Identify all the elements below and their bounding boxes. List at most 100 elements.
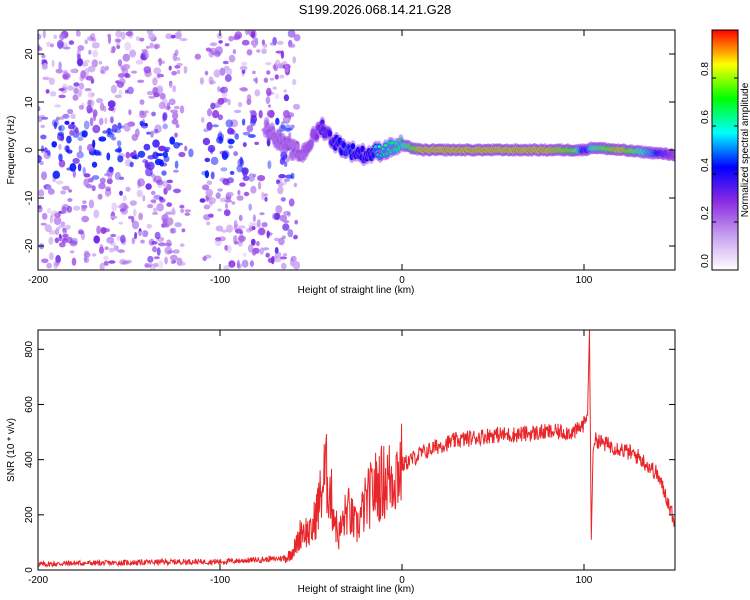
spectrogram-ytick-label: -10 (24, 190, 35, 205)
speckle-mark (292, 103, 301, 110)
speckle-mark (119, 258, 127, 265)
speckle-mark (265, 96, 271, 105)
speckle-mark (58, 126, 62, 131)
speckle-mark (114, 38, 122, 43)
speckle-mark (67, 108, 74, 115)
ridge-mark (672, 152, 675, 159)
speckle-mark (235, 228, 243, 234)
speckle-mark (46, 149, 51, 156)
speckle-mark (252, 43, 257, 48)
speckle-mark (281, 61, 288, 65)
speckle-mark (234, 133, 239, 140)
speckle-mark (133, 154, 140, 160)
speckle-mark (145, 52, 150, 59)
speckle-mark (135, 36, 141, 42)
speckle-mark (249, 110, 256, 114)
speckle-mark (221, 150, 230, 159)
speckle-mark (283, 94, 290, 102)
speckle-mark (237, 34, 241, 39)
speckle-mark (91, 175, 100, 180)
speckle-mark (210, 171, 215, 180)
speckle-mark (173, 188, 181, 194)
speckle-mark (117, 140, 122, 147)
speckle-mark (179, 204, 185, 209)
speckle-mark (262, 247, 270, 251)
speckle-mark (113, 245, 119, 252)
speckle-mark (258, 227, 265, 235)
speckle-mark (123, 122, 131, 132)
speckle-mark (213, 69, 221, 78)
speckle-mark (125, 186, 131, 192)
speckle-mark (92, 253, 97, 257)
speckle-mark (135, 59, 144, 65)
snr-ytick-label: 0 (24, 567, 35, 573)
speckle-mark (162, 112, 168, 121)
speckle-mark (265, 62, 272, 66)
speckle-mark (280, 121, 285, 130)
speckle-mark (208, 50, 215, 58)
snr-ytick-label: 800 (24, 341, 35, 358)
speckle-mark (109, 136, 117, 140)
speckle-mark (92, 124, 101, 134)
speckle-mark (156, 203, 164, 212)
speckle-mark (288, 198, 295, 207)
speckle-mark (215, 225, 224, 232)
speckle-mark (275, 117, 280, 126)
speckle-mark (264, 196, 268, 202)
speckle-mark (38, 204, 42, 209)
speckle-mark (108, 247, 115, 253)
speckle-mark (105, 186, 111, 192)
speckle-mark (278, 174, 286, 179)
speckle-mark (42, 76, 50, 81)
speckle-mark (62, 227, 68, 235)
speckle-mark (110, 215, 118, 219)
speckle-mark (39, 160, 44, 166)
speckle-mark (169, 228, 175, 234)
speckle-mark (71, 257, 77, 266)
speckle-mark (44, 224, 52, 232)
speckle-mark (207, 108, 212, 117)
speckle-mark (78, 82, 85, 90)
speckle-mark (294, 219, 299, 225)
speckle-mark (166, 202, 173, 207)
speckle-mark (43, 147, 48, 153)
speckle-mark (170, 209, 177, 216)
speckle-mark (137, 178, 146, 187)
speckle-mark (239, 156, 244, 166)
speckle-mark (88, 49, 92, 55)
speckle-mark (117, 146, 122, 153)
speckle-mark (199, 77, 204, 85)
speckle-mark (91, 42, 100, 49)
speckle-mark (238, 225, 246, 229)
speckle-mark (127, 86, 134, 95)
speckle-mark (269, 77, 275, 81)
speckle-mark (233, 109, 242, 114)
speckle-mark (146, 90, 154, 96)
speckle-mark (259, 247, 264, 255)
speckle-mark (152, 211, 159, 215)
speckle-mark (236, 195, 244, 201)
speckle-mark (142, 195, 146, 202)
speckle-mark (223, 209, 231, 217)
speckle-mark (236, 259, 240, 269)
speckle-mark (60, 221, 66, 227)
speckle-mark (53, 260, 59, 270)
speckle-mark (202, 184, 210, 191)
speckle-mark (42, 30, 46, 39)
speckle-mark (273, 237, 280, 242)
speckle-mark (176, 257, 183, 266)
speckle-mark (38, 106, 41, 112)
speckle-mark (171, 70, 177, 76)
snr-xtick-label: 0 (399, 575, 405, 586)
speckle-mark (281, 235, 286, 240)
speckle-mark (62, 73, 69, 80)
speckle-mark (266, 87, 272, 97)
spectrogram-ytick-label: -20 (24, 238, 35, 253)
speckle-mark (83, 173, 91, 178)
speckle-mark (58, 61, 62, 70)
speckle-mark (157, 73, 165, 78)
speckle-mark (248, 134, 256, 138)
speckle-mark (91, 59, 99, 68)
